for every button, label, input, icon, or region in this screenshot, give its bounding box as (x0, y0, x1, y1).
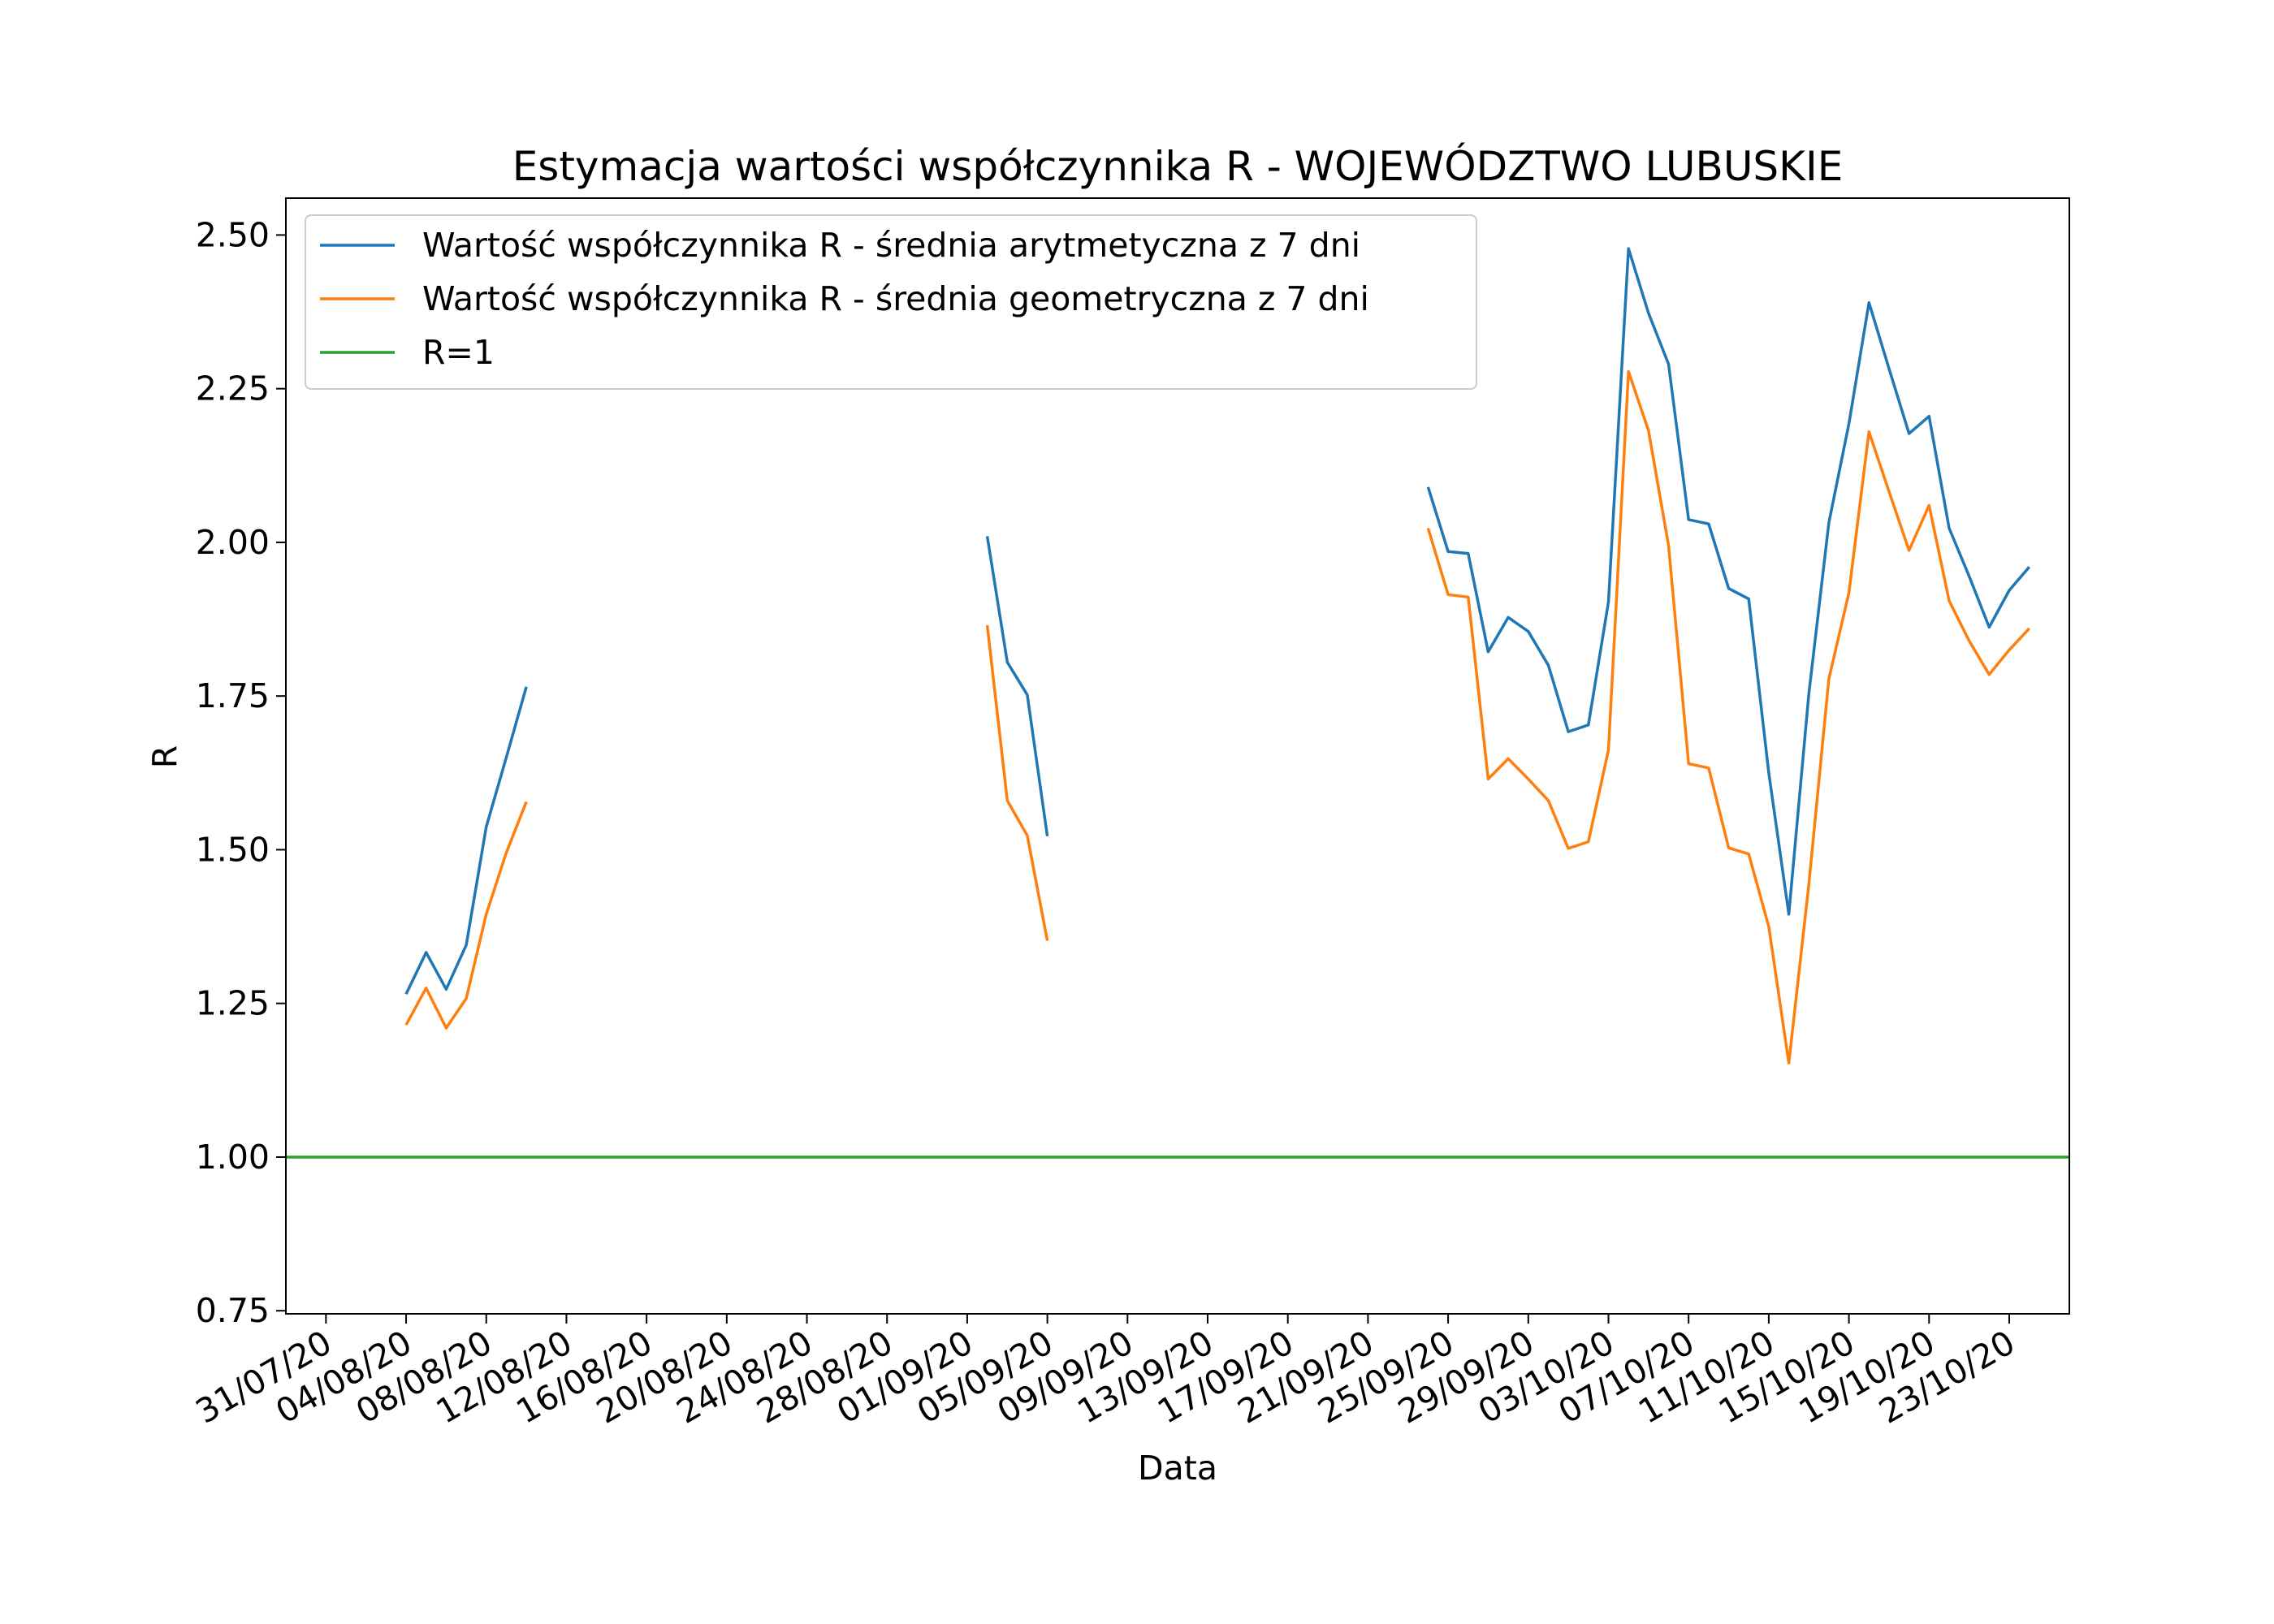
legend-label: Wartość współczynnika R - średnia geomet… (422, 279, 1369, 318)
x-axis-label: Data (1138, 1449, 1217, 1488)
x-axis: 31/07/2004/08/2008/08/2012/08/2016/08/20… (189, 1314, 2021, 1432)
plot-frame (285, 197, 2070, 1315)
y-tick-label: 2.00 (196, 523, 270, 562)
series-geometric-line (985, 624, 1049, 941)
legend-label: Wartość współczynnika R - średnia arytme… (422, 226, 1360, 265)
y-tick-label: 2.50 (196, 215, 270, 254)
legend: Wartość współczynnika R - średnia arytme… (305, 214, 1477, 390)
y-tick-label: 1.00 (196, 1138, 270, 1177)
series-arithmetic-line (404, 686, 528, 996)
y-tick-label: 0.75 (196, 1291, 270, 1330)
y-axis: 0.75 1.00 1.25 1.50 1.75 2.00 2.25 2.50 (196, 215, 286, 1330)
y-tick-label: 1.75 (196, 676, 270, 715)
legend-box (305, 214, 1477, 390)
y-axis-label: R (145, 745, 184, 769)
y-tick-label: 2.25 (196, 369, 270, 408)
series-arithmetic-line (985, 536, 1049, 837)
y-tick-label: 1.50 (196, 830, 270, 869)
series-geometric-line (1426, 369, 2030, 1065)
series-layer (286, 247, 2069, 1159)
series-geometric-line (404, 801, 528, 1030)
series-arithmetic-line (1426, 247, 2031, 916)
legend-label: R=1 (422, 333, 495, 372)
chart-title: Estymacja wartości współczynnika R - WOJ… (512, 142, 1844, 190)
y-tick-label: 1.25 (196, 984, 270, 1023)
